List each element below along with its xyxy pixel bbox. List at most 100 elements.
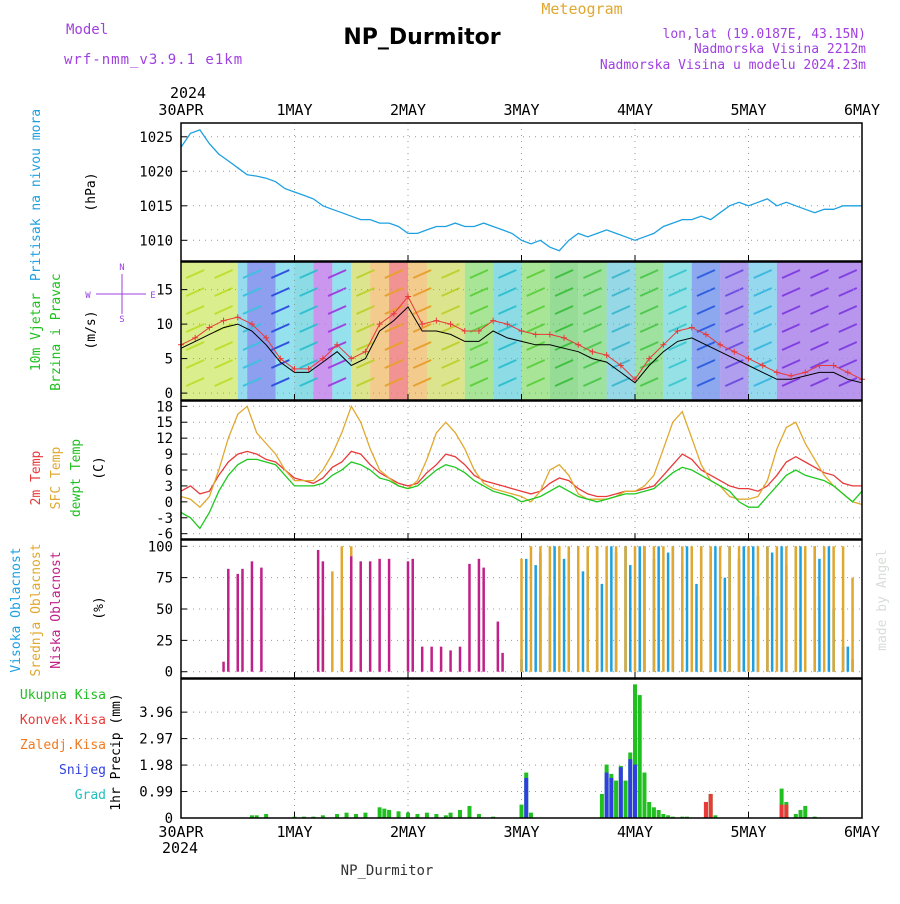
cloud-bar — [822, 546, 826, 672]
y-tick-label: 1020 — [139, 164, 173, 180]
wind-arrow — [270, 341, 290, 351]
cloud-bar — [766, 546, 769, 672]
gust-marker — [617, 362, 624, 369]
cloud-bar — [439, 646, 443, 672]
gust-marker — [759, 362, 766, 369]
model-value: wrf-nmm_v3.9.1 e1km — [64, 52, 243, 68]
wind-arrow — [242, 341, 262, 351]
wind-arrow — [384, 323, 404, 333]
wind-arrow — [696, 287, 716, 297]
temp-title-dewpt: dewpt Temp — [69, 439, 84, 517]
y-tick-label: 9 — [165, 447, 173, 463]
cloud-bar — [841, 546, 845, 672]
wind-arrow — [441, 323, 460, 333]
precip-bar — [618, 767, 623, 818]
precip-bar — [651, 807, 656, 818]
wind-arrow — [781, 359, 801, 369]
y-tick-label: 0.99 — [139, 785, 173, 801]
wind-field-band — [549, 262, 579, 400]
wind-arrow — [242, 323, 262, 333]
wind-arrow — [583, 359, 602, 369]
wind-arrow — [242, 287, 262, 297]
precip-bar — [377, 807, 382, 818]
cloud-bar — [804, 546, 807, 672]
panel-frame — [180, 122, 863, 262]
gust-marker — [334, 341, 341, 348]
gust-marker — [475, 328, 482, 334]
wind-arrow — [270, 323, 290, 333]
pressure-title: Pritisak na nivou mora — [29, 109, 44, 281]
page-title: NP_Durmitor — [343, 25, 500, 50]
wind-arrow — [242, 269, 262, 279]
gust-marker — [646, 355, 653, 362]
wind-arrow — [696, 341, 716, 351]
cloud-title-low: Niska Oblacnost — [49, 551, 64, 668]
wind-arrow — [611, 341, 631, 351]
series-line-dewpt-temp — [180, 458, 863, 530]
wind-arrow — [554, 377, 574, 387]
cloud-bar — [477, 558, 481, 672]
y-tick-label: 1015 — [139, 199, 173, 215]
precip-bar — [609, 777, 614, 818]
wind-arrow — [469, 305, 489, 315]
wind-arrow — [299, 377, 319, 387]
panel-frame — [180, 261, 863, 401]
wind-arrow — [611, 323, 631, 333]
footer-station: NP_Durmitor — [341, 863, 434, 879]
precip-bar — [647, 801, 652, 818]
cloud-bar — [813, 546, 816, 672]
wind-arrow — [270, 269, 290, 279]
gust-marker — [348, 355, 355, 362]
precip-bar — [784, 804, 789, 818]
wind-arrow — [469, 287, 489, 297]
gust-marker — [419, 321, 426, 328]
wind-arrow — [412, 269, 432, 279]
cloud-bar — [714, 546, 717, 672]
wind-arrow — [781, 305, 801, 315]
precip-bar — [467, 805, 472, 818]
wind-arrow — [469, 377, 489, 387]
series-line-sfc-temp — [180, 404, 863, 509]
wind-arrow — [497, 269, 517, 279]
credit-text: made by Angel — [875, 549, 890, 651]
wind-arrow — [838, 359, 858, 369]
wind-arrow — [441, 377, 460, 387]
wind-arrow — [299, 287, 319, 297]
wind-arrow — [639, 323, 659, 333]
wind-arrow — [299, 323, 319, 333]
wind-field-band — [720, 262, 749, 400]
legend-snow: Snijeg — [59, 763, 106, 778]
cloud-bar — [359, 561, 362, 672]
cloud-bar — [695, 583, 698, 672]
x-tick-label-top: 6MAY — [844, 101, 880, 119]
cloud-bar — [671, 546, 675, 672]
precip-bar — [666, 815, 671, 818]
gust-marker — [390, 310, 397, 317]
wind-arrow — [497, 287, 517, 297]
coords-text: lon,lat (19.0187E, 43.15N) — [663, 27, 867, 42]
wind-arrow — [810, 269, 829, 279]
gust-marker — [830, 362, 837, 369]
cloud-bar — [586, 546, 589, 672]
wind-arrow — [185, 377, 205, 387]
gust-marker — [277, 355, 284, 362]
wind-arrow — [781, 323, 801, 333]
cloud-bar — [458, 646, 462, 672]
wind-arrow — [270, 305, 290, 315]
wind-arrow — [242, 305, 262, 315]
wind-arrow — [356, 359, 375, 369]
cloud-bar — [406, 561, 410, 672]
cloud-bar — [685, 546, 689, 672]
wind-arrow — [611, 287, 631, 297]
wind-arrow — [356, 287, 375, 297]
panel-frame — [180, 678, 863, 819]
precip-bar — [803, 805, 808, 818]
cloud-bar — [751, 546, 755, 672]
wind-field-band — [493, 262, 522, 400]
wind-arrow — [724, 377, 744, 387]
x-tick-label-bottom: 2MAY — [390, 823, 426, 841]
wind-arrow — [668, 359, 687, 369]
cloud-bar — [529, 546, 533, 672]
cloud-bar — [633, 546, 637, 672]
wind-arrow — [214, 377, 233, 387]
